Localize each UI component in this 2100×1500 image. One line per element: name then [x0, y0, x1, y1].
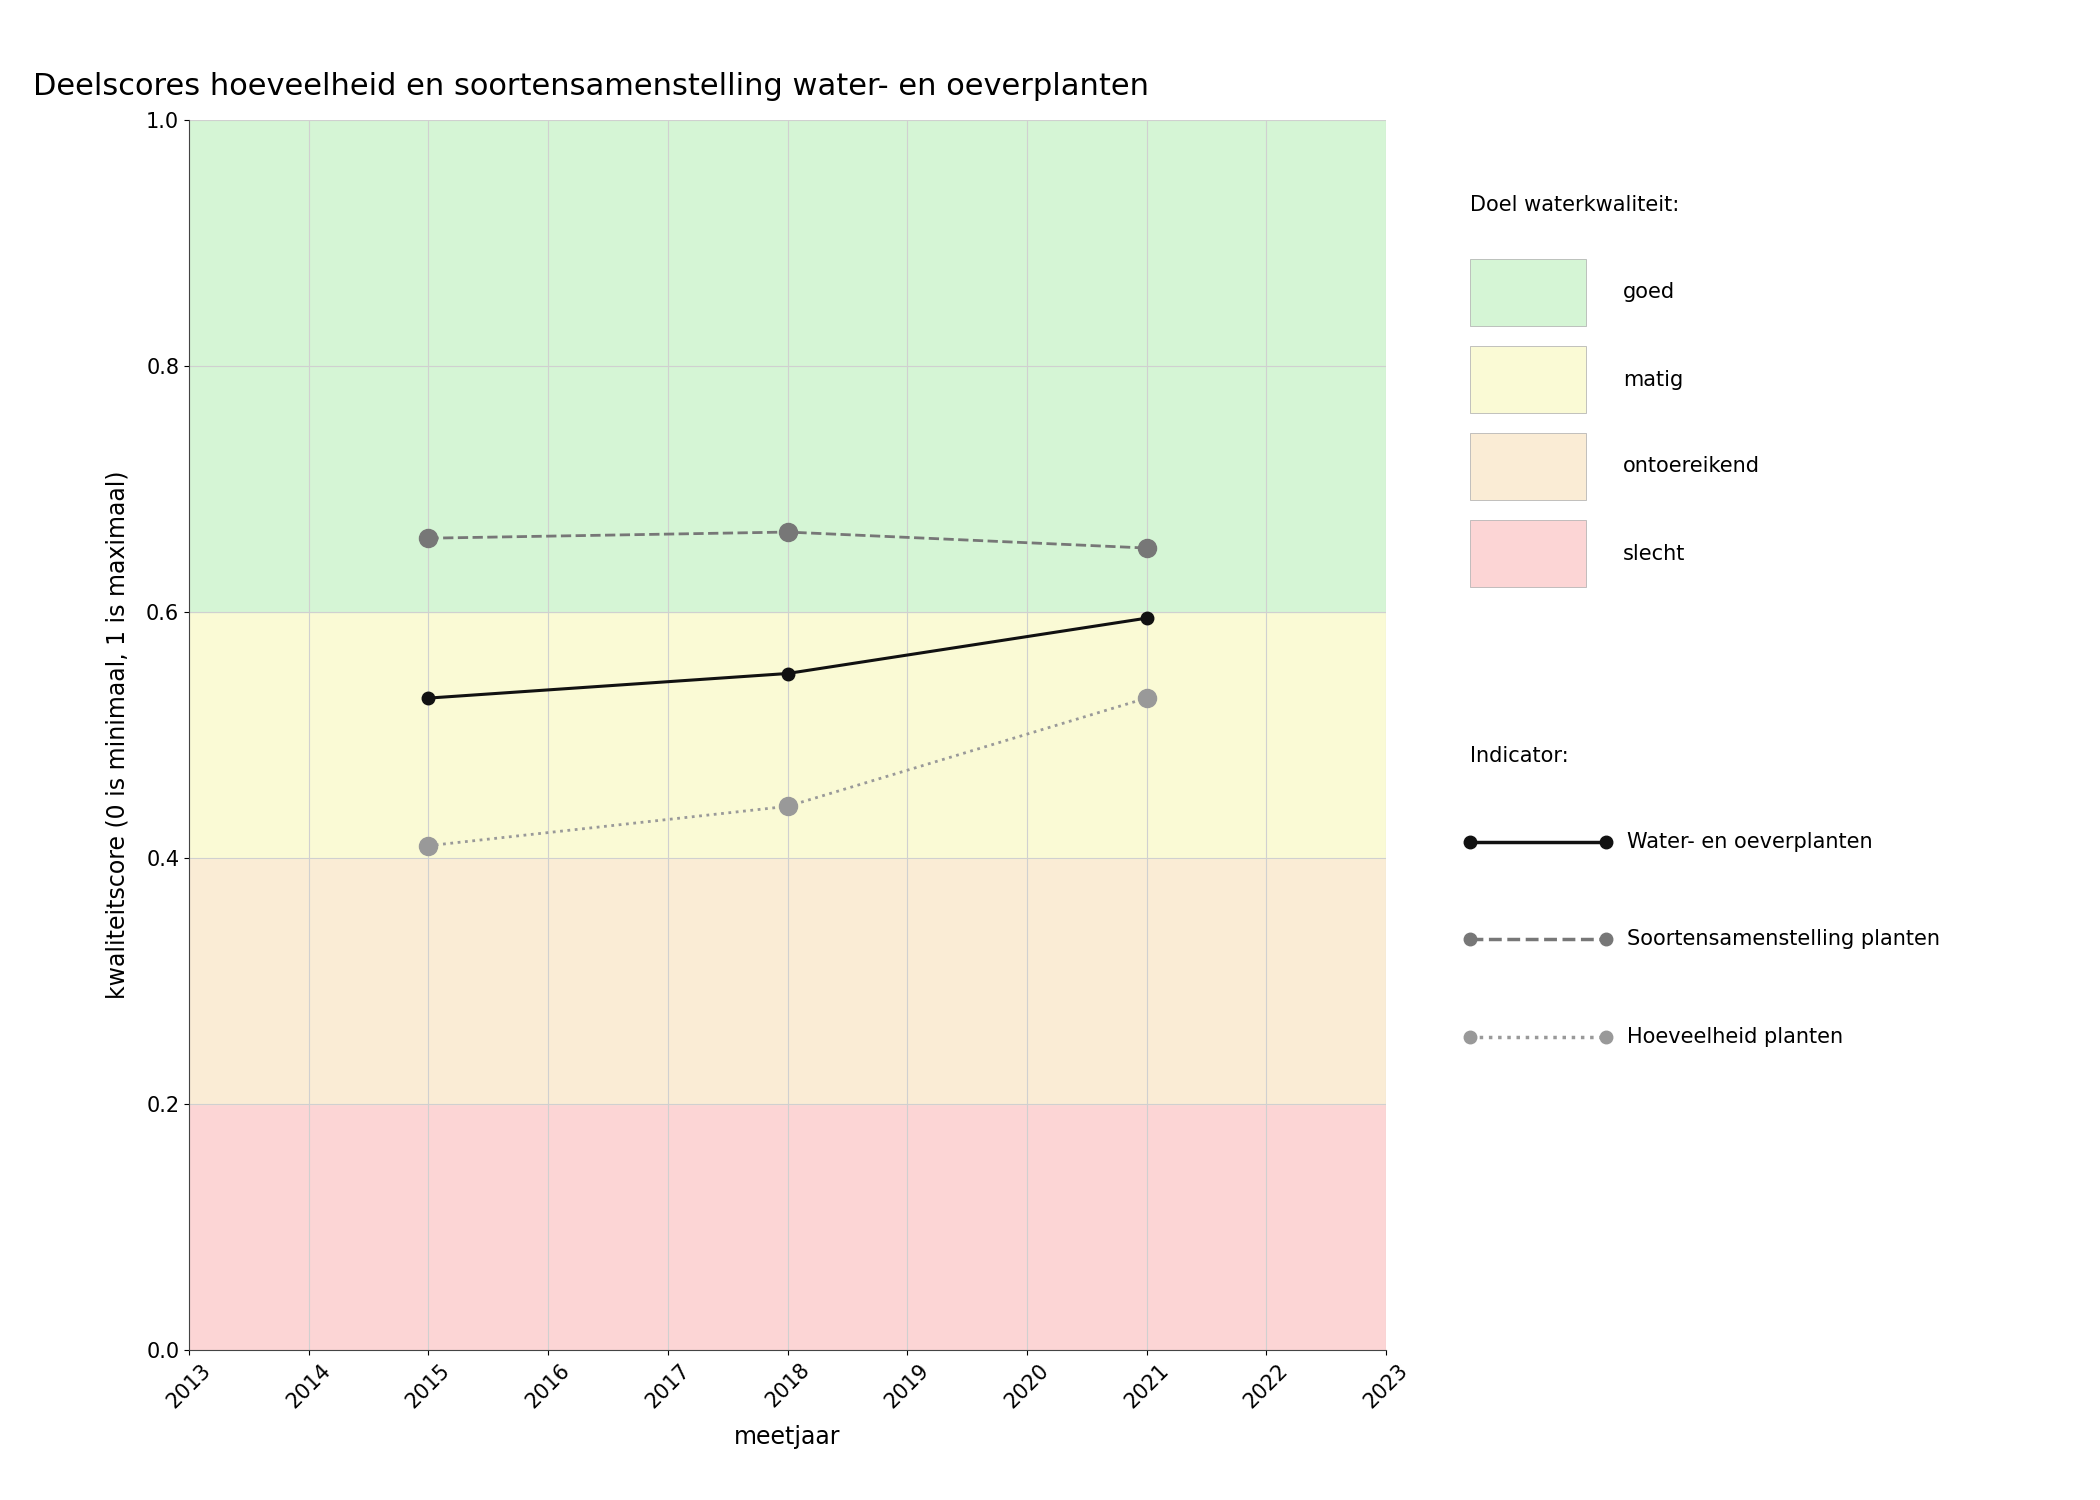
- Text: Hoeveelheid planten: Hoeveelheid planten: [1628, 1026, 1844, 1047]
- Text: Doel waterkwaliteit:: Doel waterkwaliteit:: [1470, 195, 1680, 214]
- X-axis label: meetjaar: meetjaar: [735, 1425, 840, 1449]
- Text: Soortensamenstelling planten: Soortensamenstelling planten: [1628, 928, 1940, 950]
- Y-axis label: kwaliteitscore (0 is minimaal, 1 is maximaal): kwaliteitscore (0 is minimaal, 1 is maxi…: [105, 471, 130, 999]
- Text: ontoereikend: ontoereikend: [1623, 456, 1760, 477]
- Text: Indicator:: Indicator:: [1470, 746, 1569, 765]
- Bar: [189, 1104, 1386, 1350]
- Text: goed: goed: [1623, 282, 1676, 303]
- Bar: [189, 120, 1386, 612]
- Bar: [189, 612, 1386, 858]
- Text: slecht: slecht: [1623, 543, 1686, 564]
- Bar: [189, 858, 1386, 1104]
- Text: Water- en oeverplanten: Water- en oeverplanten: [1628, 831, 1873, 852]
- Text: Deelscores hoeveelheid en soortensamenstelling water- en oeverplanten: Deelscores hoeveelheid en soortensamenst…: [34, 72, 1149, 100]
- Text: matig: matig: [1623, 369, 1684, 390]
